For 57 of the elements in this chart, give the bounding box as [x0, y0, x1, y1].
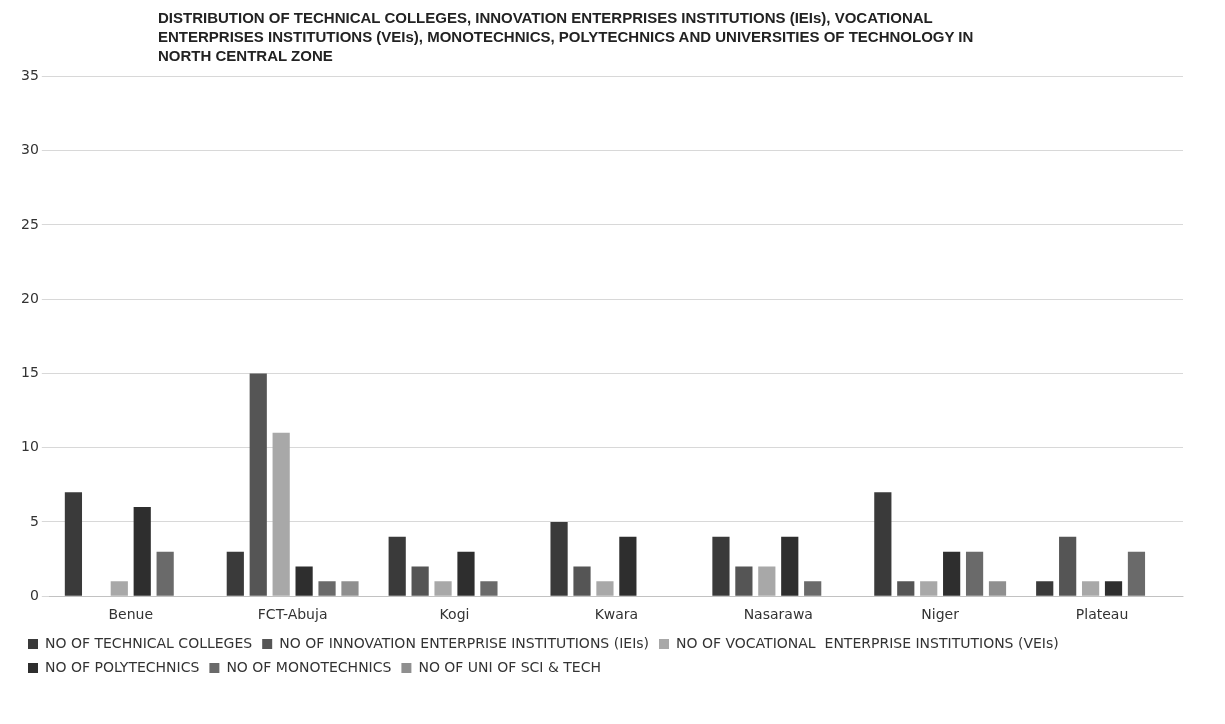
bar	[156, 551, 174, 596]
x-tick-label: Benue	[108, 606, 154, 623]
bar	[272, 432, 290, 596]
y-tick-label: 0	[29, 586, 39, 603]
bar	[1081, 581, 1100, 596]
y-tick-label: 30	[20, 141, 39, 158]
y-tick-label: 10	[20, 438, 39, 455]
bar	[318, 581, 336, 596]
x-tick-label: Niger	[921, 606, 960, 623]
bar	[110, 581, 128, 596]
x-tick-label: Plateau	[1075, 606, 1129, 623]
y-tick-label: 25	[20, 215, 39, 232]
legend-label: NO OF TECHNICAL COLLEGES	[45, 634, 253, 651]
x-tick-label: FCT-Abuja	[257, 606, 328, 623]
bar	[295, 566, 313, 596]
bar	[573, 566, 591, 596]
x-tick-label: Kwara	[594, 606, 639, 623]
bar	[388, 536, 406, 596]
bar	[596, 581, 614, 596]
bar	[249, 373, 267, 596]
bar	[1104, 581, 1123, 596]
chart-title: DISTRIBUTION OF TECHNICAL COLLEGES, INNOVATION ENTERPRISES INSTITUTIONS (IEIs), VOCATIONAL ENTERPRISES INSTITUTIONS (VEIs), MONOTECHNICS, POLYTECHNICS AND UNIVERSITIES OF TECHNOLOGY IN NORTH CENTRAL ZONE	[158, 8, 975, 65]
x-tick-label: Nasarawa	[743, 606, 813, 623]
bar	[457, 551, 475, 596]
legend-label: NO OF UNI OF SCI & TECH	[418, 658, 602, 675]
y-tick-label: 35	[20, 67, 39, 84]
bar	[341, 581, 359, 596]
x-tick-label: Kogi	[439, 606, 470, 623]
bar	[480, 581, 498, 596]
bar	[550, 521, 568, 596]
bar	[943, 551, 961, 596]
bar	[1127, 551, 1146, 596]
legend-label: NO OF VOCATIONAL ENTERPRISE INSTITUTIONS (VEIs)	[676, 634, 1059, 651]
y-tick-label: 20	[20, 289, 39, 306]
bar	[920, 581, 938, 596]
bar	[758, 566, 776, 596]
bar	[781, 536, 799, 596]
bar	[64, 492, 83, 596]
bar	[133, 507, 151, 596]
legend-label: NO OF POLYTECHNICS	[45, 658, 200, 675]
bar	[619, 536, 637, 596]
y-tick-label: 15	[20, 364, 39, 381]
bar	[874, 492, 892, 596]
y-tick-label: 5	[29, 512, 39, 529]
bar	[1059, 536, 1077, 596]
bar	[434, 581, 452, 596]
legend-label: NO OF MONOTECHNICS	[226, 658, 392, 675]
bar	[897, 581, 915, 596]
bar	[1036, 581, 1054, 596]
bar	[965, 551, 984, 596]
bar	[988, 581, 1007, 596]
bar	[226, 551, 244, 596]
bar	[804, 581, 822, 596]
bar	[411, 566, 429, 596]
legend-label: NO OF INNOVATION ENTERPRISE INSTITUTIONS (IEIs)	[279, 634, 650, 651]
bar	[735, 566, 753, 596]
bar	[712, 536, 730, 596]
